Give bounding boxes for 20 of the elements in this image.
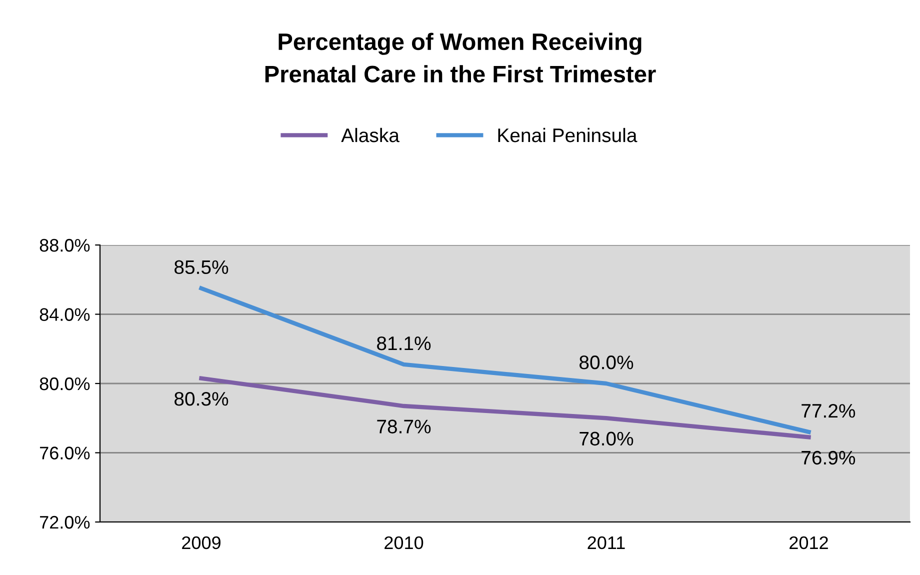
x-tick-label: 2011 xyxy=(588,536,625,550)
x-tick-label: 2009 xyxy=(182,536,220,550)
data-label: 80.0% xyxy=(580,356,634,370)
data-label: 78.7% xyxy=(377,420,431,434)
data-label: 78.0% xyxy=(580,432,634,446)
legend-label: Kenai Peninsula xyxy=(498,128,638,142)
legend-label: Alaska xyxy=(341,128,400,142)
chart-title: Percentage of Women Receiving Prenatal Care in the First Trimester xyxy=(265,32,656,83)
y-tick-label: 80.0% xyxy=(40,377,90,390)
data-label: 81.1% xyxy=(377,336,431,350)
data-label: 77.2% xyxy=(802,404,856,418)
y-tick-label: 88.0% xyxy=(40,238,90,252)
x-tick-label: 2012 xyxy=(790,536,828,550)
data-label: 76.9% xyxy=(802,450,856,465)
y-tick-label: 72.0% xyxy=(40,516,90,529)
data-label: 80.3% xyxy=(174,392,228,406)
y-tick-label: 84.0% xyxy=(40,308,90,321)
x-tick-label: 2010 xyxy=(384,536,424,550)
y-tick-label: 76.0% xyxy=(40,446,90,460)
data-label: 85.5% xyxy=(174,260,228,274)
